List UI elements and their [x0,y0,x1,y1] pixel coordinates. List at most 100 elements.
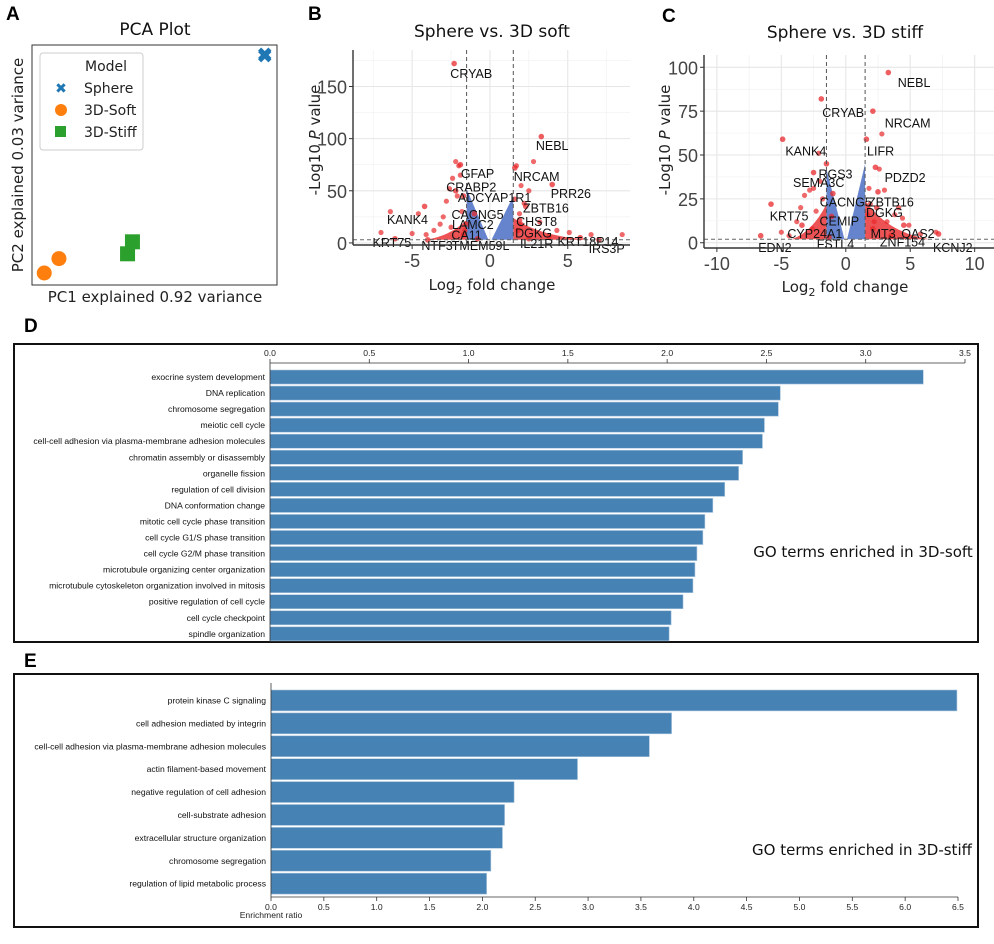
go-term-label: cell cycle G1/S phase transition [145,533,265,543]
volcano-point-pdzd2 [872,164,879,171]
go-bar [269,433,763,449]
go-term-label: negative regulation of cell adhesion [131,787,266,797]
volcano-point [448,224,454,230]
volcano-point-nebl [885,69,892,76]
go-x-tick-label: 1.0 [371,902,383,912]
go-x-tick-label: 5.5 [846,902,858,912]
nonsignificant-cloud-right [491,195,514,240]
go-term-label: mitotic cell cycle phase transition [140,516,265,526]
pca-point-sphere: ✖ [256,43,273,67]
go-x-tick-label: 3.0 [582,902,594,912]
go-term-label: cell adhesion mediated by integrin [136,718,266,728]
go-term-label: cell cycle checkpoint [187,613,266,623]
gene-label: CA11 [451,229,481,243]
go-x-tick-label: 0.5 [363,348,375,358]
volcano-point [409,230,415,237]
gene-label: DGKG [515,227,552,241]
go-x-tick-label: 4.5 [741,902,753,912]
pca-xlabel: PC1 explained 0.92 variance [48,288,263,306]
go-term-label: cell-cell adhesion via plasma-membrane a… [34,741,266,751]
volcano-point [809,226,815,232]
go-x-tick-label: 0.0 [265,902,277,912]
go-bar [269,626,670,642]
volcano-point [516,211,523,217]
y-tick-label: 75 [678,102,698,122]
go-bar [270,804,505,826]
pca-point-3d-stiff [120,246,136,262]
go-d-bars: exocrine system development DNA replicati… [33,348,971,642]
gene-label: KANK4 [785,145,826,159]
volcano-point [446,186,453,192]
volcano-point [917,231,924,237]
x-tick-label: 5 [563,251,573,271]
go-term-label: cell cycle G2/M phase transition [144,549,266,559]
volcano-point-kank4 [421,203,428,210]
go-x-tick-label: 2.5 [529,902,541,912]
go-e-annotation: GO terms enriched in 3D-stiff [752,841,973,859]
volcano-point [896,205,902,211]
volcano-point [457,172,463,178]
volcano-point-adcyap1r1 [460,193,467,199]
volcano-point [807,187,813,193]
volcano-point-cemip [828,213,835,220]
y-tick-label: 100 [317,130,347,150]
gene-label: NEBL [536,139,569,153]
volcano-point [816,150,822,156]
go-x-tick-label: 1.5 [562,348,574,358]
volcano-point-nebl [538,133,545,140]
legend-entry-3d-stiff: 3D-Stiff [55,125,137,141]
pca-point-3d-soft [51,251,67,267]
volcano-point-ca11 [460,231,467,238]
legend-label-3d-stiff: 3D-Stiff [84,125,137,141]
volcano-point [866,185,872,191]
volcano-point [786,233,792,239]
go-bar [269,610,672,626]
gene-label: CACNG5 [820,195,872,209]
go-term-label: spindle organization [189,629,266,639]
volcano-point [819,196,826,202]
pca-title: PCA Plot [119,20,191,40]
gene-label: ZNF154 [880,236,925,250]
volcano-point-crabp2 [452,187,459,194]
go-x-tick-label: 2.5 [760,348,772,358]
x-tick-label: -10 [704,254,730,274]
go-bar [270,849,492,872]
panel-c-volcano-stiff: C Sphere vs. 3D stiff NEBL CRYAB NRCAM KANK… [656,6,994,299]
gene-label: PDZD2 [885,171,926,185]
go-term-label: protein kinase C signaling [168,695,267,705]
go-term-label: DNA conformation change [165,500,266,510]
y-tick-label: 50 [678,146,698,166]
volcano-point [619,231,625,238]
volcano-point [530,158,537,165]
volcano-point-ntf3 [424,236,431,243]
gene-label: KANK4 [387,213,428,227]
x-tick-label: 0 [485,251,495,271]
go-x-tick-label: 2.0 [661,348,673,358]
significant-band-left [424,219,467,240]
go-bar [269,562,696,577]
volcano-point [906,222,912,228]
go-x-tick-label: 3.5 [635,902,647,912]
pca-point-3d-soft [36,265,52,281]
pca-legend: Model ✖ Sphere 3D-Soft 3D-Stiff [39,52,144,151]
panel-label-e: E [24,651,37,672]
y-tick-label: 25 [678,190,698,210]
pca-points: ✖✖ [36,43,273,281]
x-marker-icon: ✖ [55,81,67,97]
go-e-xlabel: Enrichment ratio [240,910,303,920]
panel-label-a: A [6,4,20,25]
volcano-point [431,227,437,234]
x-tick-label: -5 [404,251,420,271]
go-d-annotation: GO terms enriched in 3D-soft [753,543,973,561]
gene-label: RGS3 [818,167,852,181]
volcano-point [879,131,885,137]
volcano-b-title: Sphere vs. 3D soft [414,22,570,42]
volcano-point-zbtb16 [522,203,529,210]
gene-label: LIFR [867,145,894,159]
legend-entry-sphere: ✖ Sphere [55,81,133,97]
go-bar [269,417,765,433]
volcano-c-ylabel: -Log10 P value [656,85,674,196]
gene-label: KRT75 [373,236,412,250]
nonsignificant-cloud-left [826,169,845,240]
gene-label: FSTL4 [817,237,855,251]
